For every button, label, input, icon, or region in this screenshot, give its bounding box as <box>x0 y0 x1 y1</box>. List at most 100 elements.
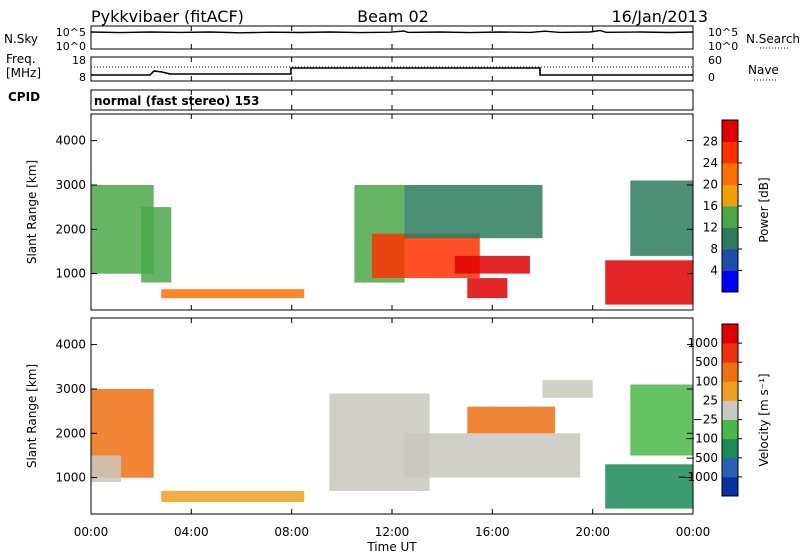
velocity-cbar-label-4: −25 <box>693 413 718 427</box>
power-cbar-seg-1 <box>722 249 738 271</box>
velocity-cbar-frame <box>721 323 739 497</box>
freq-label-line1: Freq. <box>6 52 36 66</box>
xtick-label-1: 04:00 <box>174 525 209 539</box>
velocity-cbar-seg-6 <box>722 362 738 382</box>
velocity-cbar-label-7: −1000 <box>677 470 718 484</box>
power-cbar-seg-5 <box>722 163 738 185</box>
cpid-panel: CPID normal (fast stereo) 153 <box>8 89 694 111</box>
power-region-9 <box>630 180 693 256</box>
velocity-cbar-seg-3 <box>722 419 738 440</box>
nsky-right-tick-top: 10^5 <box>708 26 738 39</box>
velocity-cbar-seg-8 <box>722 324 738 344</box>
velocity-ytick-label-1: 3000 <box>55 382 86 396</box>
velocity-cbar-label: Velocity [m s⁻¹] <box>757 373 771 466</box>
station-title: Pykkvibaer (fitACF) <box>91 7 244 26</box>
velocity-cbar-seg-5 <box>722 381 738 401</box>
velocity-cbar-seg-4 <box>722 400 738 420</box>
cpid-label: CPID <box>8 90 40 104</box>
velocity-region-7 <box>605 464 693 509</box>
freq-right-tick-bottom: 0 <box>708 71 715 84</box>
velocity-cbar-seg-1 <box>722 457 738 478</box>
freq-panel: Freq. [MHz] 18 8 60 0 Nave <box>6 52 779 84</box>
freq-right-tick-top: 60 <box>708 54 722 67</box>
power-ytick-label-3: 1000 <box>55 267 86 281</box>
power-cbar-label-6: 4 <box>710 264 718 278</box>
xtick-label-0: 00:00 <box>74 525 109 539</box>
nsky-label: N.Sky <box>4 32 38 46</box>
nsky-trace <box>90 29 694 34</box>
power-cbar-label-2: 20 <box>703 178 718 192</box>
velocity-cbar-label-2: 100 <box>695 374 718 388</box>
velocity-cbar-seg-7 <box>722 343 738 363</box>
velocity-ytick-label-3: 1000 <box>55 471 86 485</box>
power-ytick-label-2: 2000 <box>55 222 86 236</box>
velocity-cbar-label-5: −100 <box>685 432 718 446</box>
velocity-cbar-label-3: 25 <box>703 393 718 407</box>
velocity-colorbar: 1000 500 100 25 −25 −100 −500 −1000 <box>677 323 742 497</box>
velocity-region-8 <box>630 384 693 456</box>
nsky-panel: N.Sky 10^5 10^0 10^5 10^0 N.Search <box>4 25 800 53</box>
power-cbar-seg-2 <box>722 227 738 250</box>
xtick-label-5: 20:00 <box>575 525 610 539</box>
power-region-5 <box>404 185 543 239</box>
power-yticks: 4000 3000 2000 1000 <box>55 134 693 281</box>
freq-trace <box>91 67 693 76</box>
power-colorbar: 28 24 20 16 12 8 4 <box>703 119 742 293</box>
velocity-ytick-label-0: 4000 <box>55 338 86 352</box>
velocity-region-5 <box>467 406 556 434</box>
velocity-ylabel: Slant Range [km] <box>25 364 39 468</box>
velocity-ytick-label-2: 2000 <box>55 426 86 440</box>
velocity-cbar-label-1: 500 <box>695 355 718 369</box>
nsearch-label: N.Search <box>746 32 800 46</box>
freq-left-tick-bottom: 8 <box>79 71 86 84</box>
power-cbar-seg-4 <box>722 184 738 207</box>
xtick-label-3: 12:00 <box>375 525 410 539</box>
time-axis: 00:00 04:00 08:00 12:00 16:00 20:00 00:00 <box>74 26 711 539</box>
freq-label-line2: [MHz] <box>6 66 41 80</box>
beam-title: Beam 02 <box>357 7 429 26</box>
xtick-label-4: 16:00 <box>475 525 510 539</box>
power-ytick-label-1: 3000 <box>55 178 86 192</box>
power-region-6 <box>454 255 530 274</box>
power-data <box>91 180 693 305</box>
date-title: 16/Jan/2013 <box>611 7 708 26</box>
nsky-left-tick-top: 10^5 <box>56 26 86 39</box>
velocity-panel: 4000 3000 2000 1000 Slant Range [km] 1000 50… <box>25 317 771 515</box>
velocity-cbar-seg-2 <box>722 438 738 459</box>
power-panel: 4000 3000 2000 1000 Slant Range [km] 28 24 20… <box>25 113 771 311</box>
freq-left-tick-top: 18 <box>72 54 86 67</box>
velocity-cbar-label-0: 1000 <box>687 336 718 350</box>
power-region-2 <box>161 289 305 299</box>
velocity-region-2 <box>161 490 305 502</box>
velocity-region-6 <box>542 380 593 398</box>
time-axis-label: Time UT <box>366 540 417 554</box>
power-region-8 <box>605 260 693 305</box>
power-cbar-label-5: 8 <box>710 242 718 256</box>
power-cbar-label-3: 16 <box>703 199 718 213</box>
power-cbar-seg-3 <box>722 206 738 228</box>
velocity-yticks: 4000 3000 2000 1000 <box>55 338 693 485</box>
power-cbar-label-1: 24 <box>703 156 718 170</box>
nsky-right-tick-bottom: 10^0 <box>708 40 738 53</box>
power-cbar-label: Power [dB] <box>757 177 771 242</box>
xtick-label-2: 08:00 <box>274 525 309 539</box>
power-region-1 <box>141 207 172 283</box>
nsky-left-tick-bottom: 10^0 <box>56 40 86 53</box>
velocity-region-1 <box>91 455 122 483</box>
power-ytick-label-0: 4000 <box>55 134 86 148</box>
xtick-label-6: 00:00 <box>676 525 711 539</box>
velocity-cbar-label-6: −500 <box>685 451 718 465</box>
velocity-cbar-seg-0 <box>722 476 738 497</box>
power-cbar-seg-0 <box>722 270 738 293</box>
power-cbar-label-4: 12 <box>703 221 718 235</box>
power-region-7 <box>467 278 508 299</box>
velocity-data <box>91 380 693 509</box>
cpid-text: normal (fast stereo) 153 <box>94 94 260 108</box>
power-ylabel: Slant Range [km] <box>25 160 39 264</box>
power-cbar-seg-6 <box>722 141 738 164</box>
power-cbar-seg-7 <box>722 120 738 142</box>
nave-label: Nave <box>748 63 779 77</box>
power-cbar-label-0: 28 <box>703 135 718 149</box>
velocity-region-4 <box>404 433 581 478</box>
